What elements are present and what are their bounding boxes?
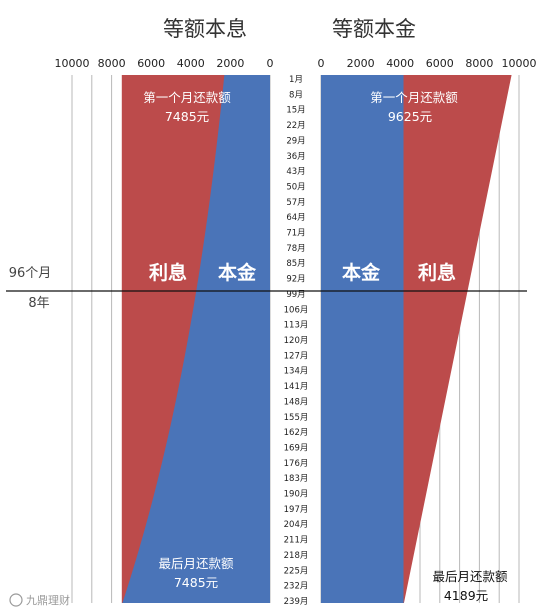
month-tick-label: 204月 — [284, 520, 309, 530]
month-tick-label: 239月 — [284, 597, 309, 607]
month-tick-label: 71月 — [286, 229, 305, 239]
watermark-icon — [9, 593, 23, 607]
right-last-payment-value: 4189元 — [444, 588, 488, 603]
right-interest-label: 利息 — [418, 261, 456, 284]
month-tick-label: 120月 — [284, 336, 309, 346]
month-axis: 1月 8月 15月 22月 29月 36月 43月 50月 57月 64月 71月 78月 85月 92月… — [284, 75, 309, 607]
month-tick-label: 43月 — [286, 167, 305, 177]
month-tick-label: 1月 — [289, 75, 303, 85]
left-x-tick-label: 10000 — [55, 57, 90, 70]
month-tick-label: 134月 — [284, 367, 309, 377]
left-principal-label: 本金 — [218, 261, 257, 284]
right-x-tick-label: 4000 — [386, 57, 414, 70]
month-tick-label: 162月 — [284, 428, 309, 438]
month-tick-label: 64月 — [286, 213, 305, 223]
month-tick-label: 85月 — [286, 259, 305, 269]
month-tick-label: 155月 — [284, 413, 309, 423]
month-tick-label: 92月 — [286, 275, 305, 285]
left-interest-label: 利息 — [149, 261, 187, 284]
month-tick-label: 183月 — [284, 474, 309, 484]
month-tick-label: 29月 — [286, 136, 305, 146]
left-x-tick-label: 8000 — [98, 57, 126, 70]
right-x-tick-labels: 0 2000 4000 6000 8000 10000 — [318, 57, 537, 70]
divider-label-years: 8年 — [28, 296, 49, 311]
right-principal-label: 本金 — [342, 261, 381, 284]
month-tick-label: 141月 — [284, 382, 309, 392]
right-x-tick-label: 0 — [318, 57, 325, 70]
month-tick-label: 78月 — [286, 244, 305, 254]
month-tick-label: 50月 — [286, 182, 305, 192]
month-tick-label: 232月 — [284, 582, 309, 592]
left-x-tick-label: 2000 — [216, 57, 244, 70]
left-x-tick-label: 0 — [267, 57, 274, 70]
right-first-payment-value: 9625元 — [388, 109, 432, 124]
right-areas — [321, 75, 512, 603]
month-tick-label: 211月 — [284, 536, 309, 546]
left-last-payment-label: 最后月还款额 — [158, 556, 234, 571]
month-tick-label: 8月 — [289, 90, 303, 100]
right-first-payment-label: 第一个月还款额 — [370, 90, 458, 105]
month-tick-label: 57月 — [286, 198, 305, 208]
month-tick-label: 190月 — [284, 490, 309, 500]
month-tick-label: 127月 — [284, 351, 309, 361]
watermark: 九鼎理财 — [26, 593, 70, 607]
month-tick-label: 113月 — [284, 321, 309, 331]
right-x-tick-label: 10000 — [502, 57, 537, 70]
left-principal-area — [122, 75, 270, 603]
month-tick-label: 169月 — [284, 443, 309, 453]
month-tick-label: 218月 — [284, 551, 309, 561]
month-tick-label: 197月 — [284, 505, 309, 515]
right-principal-area — [321, 75, 404, 603]
month-tick-label: 225月 — [284, 566, 309, 576]
month-tick-label: 36月 — [286, 152, 305, 162]
left-x-tick-labels: 10000 8000 6000 4000 2000 0 — [55, 57, 274, 70]
month-tick-label: 99月 — [286, 290, 305, 300]
month-tick-label: 148月 — [284, 397, 309, 407]
divider-label-months: 96个月 — [9, 266, 52, 281]
left-areas — [121, 75, 270, 603]
left-x-tick-label: 4000 — [177, 57, 205, 70]
left-chart-title: 等额本息 — [163, 17, 247, 41]
right-last-payment-label: 最后月还款额 — [432, 569, 508, 584]
right-x-tick-label: 2000 — [347, 57, 375, 70]
left-x-tick-label: 6000 — [137, 57, 165, 70]
left-first-payment-label: 第一个月还款额 — [143, 90, 231, 105]
right-x-tick-label: 8000 — [465, 57, 493, 70]
left-first-payment-value: 7485元 — [165, 109, 209, 124]
month-tick-label: 15月 — [286, 106, 305, 116]
month-tick-label: 176月 — [284, 459, 309, 469]
left-last-payment-value: 7485元 — [174, 575, 218, 590]
right-chart-title: 等额本金 — [332, 17, 416, 41]
month-tick-label: 106月 — [284, 305, 309, 315]
month-tick-label: 22月 — [286, 121, 305, 131]
right-x-tick-label: 6000 — [426, 57, 454, 70]
right-interest-area — [403, 75, 512, 603]
